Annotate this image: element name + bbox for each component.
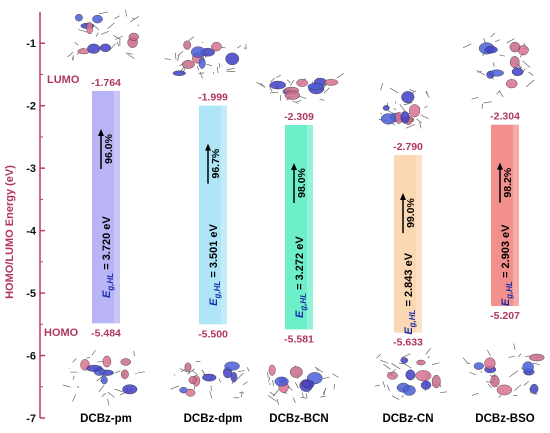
y-tick-label: -5 [26,288,36,300]
gap-bar-shade [114,90,120,324]
y-tick-label: -7 [26,413,36,425]
transition-percent-label: 96.7% [210,148,222,178]
transition-arrow-head [291,162,297,170]
category-label: DCBz-CN [382,413,433,425]
lumo-orbital-3 [378,83,430,129]
transition-percent-label: 98.2% [502,167,514,197]
gap-value-label: Eg,HL = 2.843 eV [403,252,417,334]
lumo-value-label: -2.790 [393,141,423,153]
transition-percent-label: 98.0% [296,167,308,197]
gap-bar [92,90,120,324]
gap-value-label: Eg,HL = 3.720 eV [101,216,115,298]
lumo-value-label: -2.309 [284,111,314,123]
homo-value-label: -5.484 [91,327,121,339]
homo-value-label: -5.500 [198,328,228,340]
transition-arrow-head [497,162,503,170]
lumo-side-label: LUMO [47,74,80,86]
y-tick-label: -6 [26,351,36,363]
gap-bar-shade [221,105,227,325]
category-label: DCBz-dpm [184,413,243,425]
lumo-value-label: -2.304 [490,111,520,123]
transition-arrow-head [400,193,406,201]
homo-value-label: -5.207 [490,310,520,322]
lumo-value-label: -1.999 [198,92,228,104]
category-label: DCBz-BSO [475,413,534,425]
transition-percent-label: 96.0% [103,133,115,163]
lumo-orbital-1 [164,36,247,79]
gap-bar-shade [416,155,422,333]
y-axis-title: HOMO/LUMO Energy (eV) [4,165,16,299]
transition-percent-label: 99.0% [405,197,417,227]
gap-bar-shade [513,124,519,307]
y-tick-label: -2 [26,101,36,113]
gap-bar [491,124,519,307]
y-tick-label: -3 [26,163,36,175]
gap-value-label: Eg,HL = 3.501 eV [208,223,222,305]
homo-orbital-4 [462,343,545,399]
homo-orbital-2 [267,364,339,406]
lumo-value-label: -1.764 [91,77,121,89]
transition-arrow-head [98,128,104,136]
homo-orbital-1 [170,360,250,399]
lumo-orbital-0 [67,9,139,61]
homo-value-label: -5.581 [284,333,314,345]
category-label: DCBz-BCN [269,413,328,425]
gap-bar [285,124,313,330]
homo-side-label: HOMO [44,327,79,339]
gap-value-label: Eg,HL = 2.903 eV [500,224,514,306]
gap-value-label: Eg,HL = 3.272 eV [294,236,308,318]
bars: -1.764 -5.484 96.0% Eg,HL = 3.720 eV DCBz-pm… [80,77,535,425]
y-axis: -1 -2 -3 -4 -5 -6 -7 [26,12,45,425]
gap-bar-shade [307,124,313,330]
transition-arrow-head [205,143,211,151]
gap-bar [394,155,422,333]
lumo-orbital-2 [256,73,345,104]
orbital-illustrations [62,9,545,406]
y-tick-label: -4 [26,226,37,238]
category-label: DCBz-pm [80,413,132,425]
y-tick-label: -1 [26,38,36,50]
gap-bar [199,105,227,325]
lumo-orbital-4 [462,32,535,109]
homo-orbital-3 [374,348,447,400]
homo-value-label: -5.633 [393,337,423,349]
homo-orbital-0 [62,350,145,406]
